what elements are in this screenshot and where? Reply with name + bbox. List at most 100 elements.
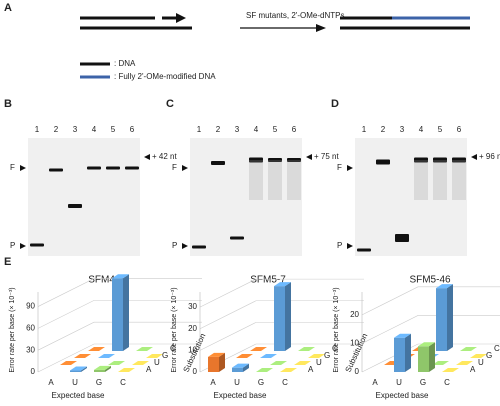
lane-number: 2 — [381, 125, 386, 134]
extension-arrow — [471, 154, 477, 160]
bar-top — [270, 361, 287, 365]
bar — [418, 342, 435, 372]
gel-image — [190, 138, 302, 256]
chart-title: SFM5-46 — [409, 275, 451, 286]
marker-f: F — [337, 163, 342, 172]
bar-front — [418, 346, 429, 372]
marker-arrow — [182, 243, 188, 249]
bar-top — [436, 284, 453, 289]
bar — [432, 361, 449, 365]
y-tick-label: 10 — [350, 339, 359, 348]
bar-top — [94, 365, 111, 370]
y-tick-label: 90 — [26, 302, 35, 311]
bar-top — [70, 366, 87, 371]
gel-smear — [268, 160, 282, 200]
legend-text: : DNA — [114, 59, 136, 68]
marker-arrow — [182, 165, 188, 171]
z-tick-label: U — [316, 358, 322, 367]
bar-top — [232, 363, 249, 368]
bar-top — [256, 368, 273, 372]
bar-top — [294, 361, 311, 365]
y-tick-label: 30 — [26, 345, 35, 354]
bar-top — [146, 354, 163, 358]
bar-top — [442, 368, 459, 372]
lane-number: 1 — [197, 125, 202, 134]
gel-band — [211, 161, 225, 165]
chart-title: SFM4-3 — [88, 275, 124, 286]
z-tick-label: U — [154, 358, 160, 367]
panel-label: C — [166, 98, 174, 110]
x-axis-label: Expected base — [52, 391, 105, 400]
bar — [112, 274, 129, 351]
y-tick-label: 0 — [31, 367, 36, 376]
bar — [256, 368, 273, 372]
bar-top — [250, 347, 267, 351]
lane-number: 2 — [54, 125, 59, 134]
lane-number: 4 — [419, 125, 424, 134]
gel-band — [376, 159, 390, 165]
bar — [108, 361, 125, 365]
bar — [60, 361, 77, 365]
bar-side — [81, 366, 87, 372]
bar — [260, 354, 277, 358]
bar-top — [74, 354, 91, 358]
bar-front — [274, 286, 285, 351]
bar — [442, 368, 459, 372]
bar-top — [260, 354, 277, 358]
panel-label: A — [4, 2, 12, 14]
bar — [456, 361, 473, 365]
lane-number: 6 — [457, 125, 462, 134]
y-tick-label: 10 — [188, 345, 197, 354]
bar-top — [308, 354, 325, 358]
grid-line — [37, 321, 202, 351]
gel-band — [249, 157, 263, 163]
bar-top — [60, 361, 77, 365]
x-tick-label: C — [282, 378, 288, 387]
bar — [298, 347, 315, 351]
marker-p: P — [337, 241, 342, 250]
bar-side — [123, 274, 129, 351]
bar — [394, 333, 411, 372]
bar — [94, 365, 111, 372]
gel-band — [414, 157, 428, 163]
bar — [232, 363, 249, 372]
bar-side — [243, 363, 249, 372]
bar-top — [460, 347, 477, 351]
bar-front — [70, 370, 81, 372]
bar — [470, 354, 487, 358]
extension-label: + 75 nt — [314, 152, 339, 161]
bar — [132, 361, 149, 365]
bar-side — [405, 333, 411, 372]
bar-top — [88, 347, 105, 351]
grid-line — [199, 300, 364, 330]
bar — [274, 282, 291, 351]
bar — [98, 354, 115, 358]
x-tick-label: G — [96, 378, 102, 387]
bar-top — [298, 347, 315, 351]
gel-image — [355, 138, 467, 256]
x-tick-label: C — [444, 378, 450, 387]
bar — [308, 354, 325, 358]
bar-side — [285, 282, 291, 351]
extension-label: + 42 nt — [152, 152, 177, 161]
lane-number: 5 — [438, 125, 443, 134]
extension-arrow — [306, 154, 312, 160]
grid-line — [199, 278, 364, 308]
bar-top — [456, 361, 473, 365]
bar-top — [432, 361, 449, 365]
gel-band — [125, 166, 139, 170]
extension-label: + 96 nt — [479, 152, 500, 161]
panel-label: B — [4, 98, 12, 110]
x-tick-label: A — [372, 378, 378, 387]
bar-front — [208, 356, 219, 372]
z-tick-label: A — [146, 365, 152, 374]
bar — [250, 347, 267, 351]
bar-top — [394, 333, 411, 338]
marker-f: F — [10, 163, 15, 172]
marker-p: P — [172, 241, 177, 250]
bar — [136, 347, 153, 351]
gel-smear — [433, 160, 447, 200]
marker-arrow — [20, 165, 26, 171]
y-tick-label: 0 — [193, 367, 198, 376]
